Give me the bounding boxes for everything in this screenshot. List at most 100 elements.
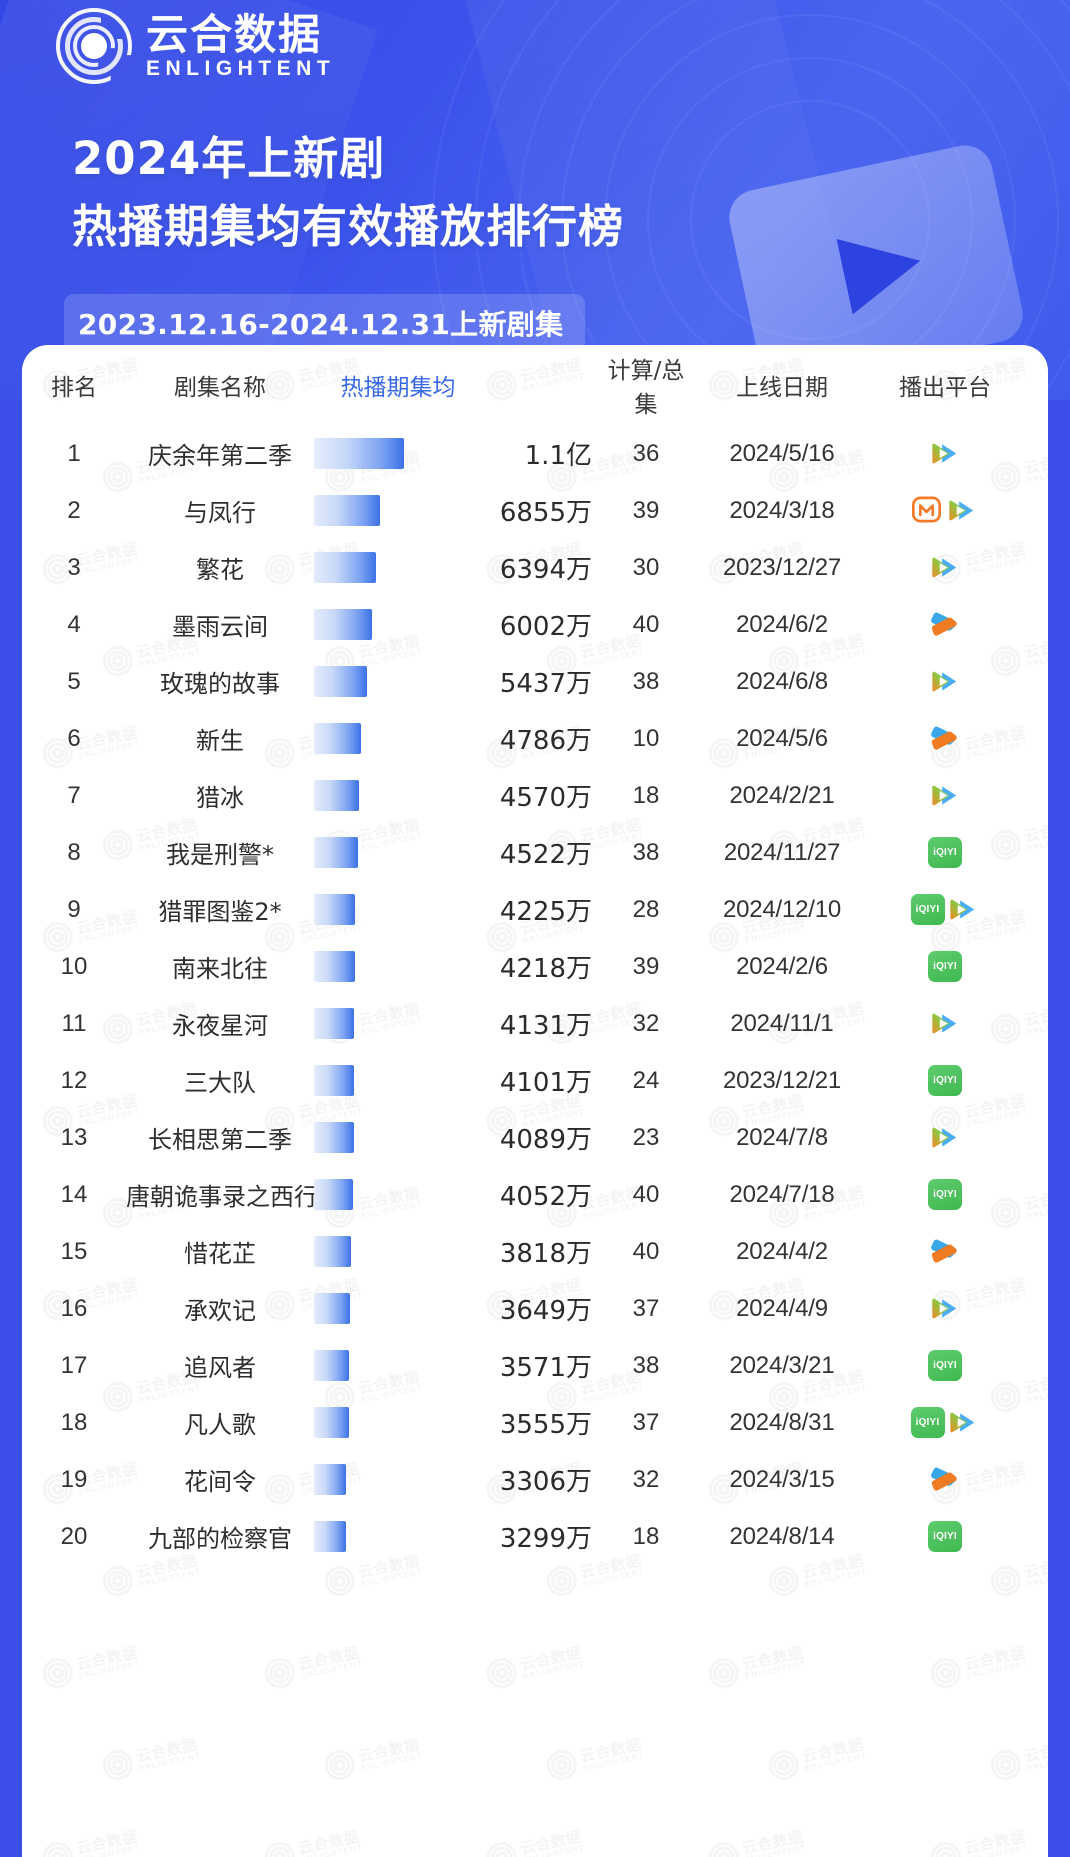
cell-series-name: 永夜星河: [172, 1012, 268, 1040]
table-row[interactable]: 14 唐朝诡事录之西行 4052万 40 2024/7/18 iQIYI: [22, 1166, 1048, 1223]
cell-date: 2024/7/8: [736, 1123, 828, 1151]
cell-series-name: 猎冰: [196, 784, 244, 812]
cell-series-name: 长相思第二季: [148, 1126, 292, 1154]
tencent-video-icon: [946, 494, 979, 527]
cell-series-name: 花间令: [184, 1468, 256, 1496]
cell-bar: [314, 1179, 482, 1210]
iqiyi-icon: iQIYI: [928, 951, 962, 982]
cell-date: 2024/7/18: [729, 1180, 835, 1208]
tencent-video-icon: [929, 779, 962, 812]
iqiyi-label: iQIYI: [933, 1189, 957, 1200]
cell-bar: [314, 1407, 482, 1438]
cell-platform: [870, 1007, 1020, 1040]
cell-rank: 20: [60, 1522, 88, 1550]
cell-episodes: 36: [632, 439, 660, 467]
ranking-card: 云合数据 ENLIGHTENT 云合数据 ENLIGHTENT 云合数据 ENLIGHTE…: [22, 345, 1048, 1857]
iqiyi-icon: iQIYI: [910, 1407, 945, 1438]
cell-platform: iQIYI: [870, 837, 1020, 868]
cell-platform: [870, 494, 1020, 527]
cell-value: 6394万: [499, 555, 592, 585]
value-bar: [314, 1008, 354, 1039]
table-row[interactable]: 2 与凤行 6855万 39 2024/3/18: [22, 482, 1048, 539]
cell-bar: [314, 1293, 482, 1324]
watermark-text-en: ENLIGHTENT: [521, 1842, 586, 1857]
tencent-video-icon: [929, 1121, 962, 1154]
cell-value: 3555万: [499, 1410, 592, 1440]
table-row[interactable]: 20 九部的检察官 3299万 18 2024/8/14 iQIYI: [22, 1508, 1048, 1565]
table-row[interactable]: 12 三大队 4101万 24 2023/12/21 iQIYI: [22, 1052, 1048, 1109]
cell-episodes: 18: [632, 781, 660, 809]
cell-series-name: 庆余年第二季: [148, 442, 292, 470]
date-range-badge: 2023.12.16-2024.12.31上新剧集: [64, 294, 586, 354]
watermark-text-en: ENLIGHTENT: [803, 1566, 868, 1589]
table-row[interactable]: 5 玫瑰的故事 5437万 38 2024/6/8: [22, 653, 1048, 710]
cell-episodes: 38: [632, 667, 660, 695]
column-header-name: 剧集名称: [174, 375, 266, 401]
column-header-metric: 热播期集均: [340, 375, 456, 401]
iqiyi-label: iQIYI: [933, 961, 957, 972]
watermark-text-cn: 云合数据: [518, 1826, 583, 1857]
tencent-video-icon: [947, 1406, 980, 1439]
iqiyi-icon: iQIYI: [928, 1179, 962, 1210]
watermark-ring-icon: [483, 1839, 520, 1857]
table-row[interactable]: 13 长相思第二季 4089万 23 2024/7/8: [22, 1109, 1048, 1166]
watermark-text-en: ENLIGHTENT: [77, 1842, 142, 1857]
watermark-ring-icon: [483, 1655, 520, 1691]
table-row[interactable]: 3 繁花 6394万 30 2023/12/27: [22, 539, 1048, 596]
title-block: 2024年上新剧 热播期集均有效播放排行榜: [72, 130, 624, 255]
youku-icon: [929, 1235, 962, 1268]
table-row[interactable]: 11 永夜星河 4131万 32 2024/11/1: [22, 995, 1048, 1052]
watermark-text-cn: 云合数据: [134, 1734, 199, 1766]
cell-rank: 13: [60, 1123, 88, 1151]
cell-rank: 18: [60, 1408, 88, 1436]
cell-rank: 9: [67, 895, 81, 923]
cell-date: 2024/11/1: [730, 1009, 834, 1037]
table-row[interactable]: 16 承欢记 3649万 37 2024/4/9: [22, 1280, 1048, 1337]
cell-series-name: 玫瑰的故事: [160, 670, 280, 698]
cell-rank: 11: [61, 1009, 87, 1037]
table-row[interactable]: 17 追风者 3571万 38 2024/3/21 iQIYI: [22, 1337, 1048, 1394]
cell-value: 4218万: [499, 954, 592, 984]
watermark-text-cn: 云合数据: [296, 1642, 361, 1674]
youku-icon: [929, 1463, 962, 1496]
column-header-date: 上线日期: [736, 375, 828, 401]
value-bar: [314, 1122, 354, 1153]
youku-icon: [929, 608, 962, 641]
cell-value: 6855万: [499, 498, 592, 528]
table-row[interactable]: 10 南来北往 4218万 39 2024/2/6 iQIYI: [22, 938, 1048, 995]
table-row[interactable]: 9 猎罪图鉴2* 4225万 28 2024/12/10 iQIYI: [22, 881, 1048, 938]
table-row[interactable]: 7 猎冰 4570万 18 2024/2/21: [22, 767, 1048, 824]
cell-series-name: 九部的检察官: [148, 1525, 292, 1553]
table-row[interactable]: 8 我是刑警* 4522万 38 2024/11/27 iQIYI: [22, 824, 1048, 881]
watermark-text-cn: 云合数据: [1022, 1734, 1048, 1766]
table-row[interactable]: 19 花间令 3306万 32 2024/3/15: [22, 1451, 1048, 1508]
cell-episodes: 38: [632, 1351, 660, 1379]
cell-rank: 3: [67, 553, 81, 581]
cell-platform: [870, 665, 1020, 698]
cell-rank: 4: [67, 610, 81, 638]
table-row[interactable]: 1 庆余年第二季 1.1亿 36 2024/5/16: [22, 425, 1048, 482]
brand-logo-text: 云合数据 ENLIGHTENT: [146, 12, 336, 81]
cell-series-name: 惜花芷: [184, 1240, 256, 1268]
cell-bar: [314, 723, 482, 754]
cell-series-name: 与凤行: [184, 499, 256, 527]
cell-value: 4786万: [499, 726, 592, 756]
watermark-text-en: ENLIGHTENT: [1025, 1566, 1048, 1589]
brand-name-en: ENLIGHTENT: [146, 57, 336, 81]
table-row[interactable]: 4 墨雨云间 6002万 40 2024/6/2: [22, 596, 1048, 653]
cell-rank: 17: [60, 1351, 88, 1379]
table-row[interactable]: 15 惜花芷 3818万 40 2024/4/2: [22, 1223, 1048, 1280]
table-row[interactable]: 18 凡人歌 3555万 37 2024/8/31 iQIYI: [22, 1394, 1048, 1451]
value-bar: [314, 666, 367, 697]
table-row[interactable]: 6 新生 4786万 10 2024/5/6: [22, 710, 1048, 767]
value-bar: [314, 438, 404, 469]
cell-series-name: 猎罪图鉴2*: [158, 898, 282, 926]
cell-date: 2024/3/21: [729, 1351, 835, 1379]
watermark-ring-icon: [39, 1655, 76, 1691]
brand-logo: 云合数据 ENLIGHTENT: [56, 8, 335, 84]
watermark-text-en: ENLIGHTENT: [137, 1566, 202, 1589]
